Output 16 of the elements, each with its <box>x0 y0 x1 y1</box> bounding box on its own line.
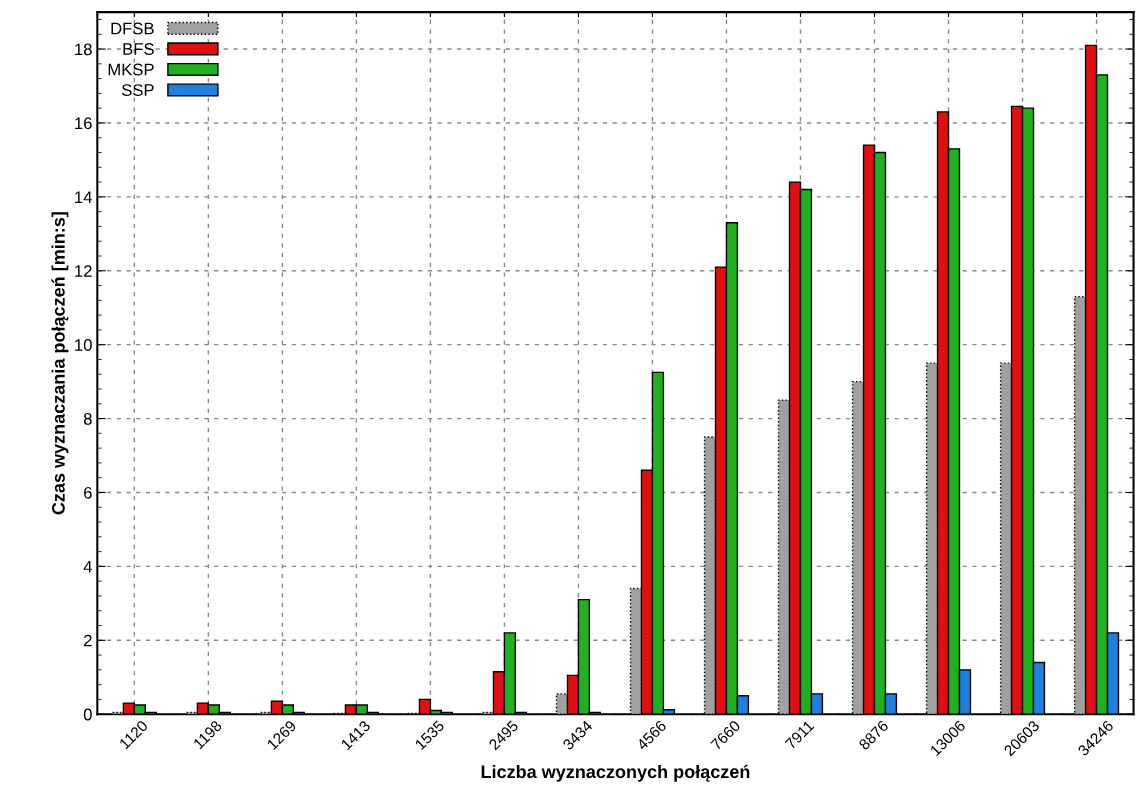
y-tick-label: 6 <box>84 486 92 499</box>
x-axis-title: Liczba wyznaczonych połączeń <box>481 764 750 782</box>
y-tick-label: 4 <box>83 560 92 573</box>
legend-label: BFS <box>123 43 154 55</box>
legend-label: DFSB <box>111 22 154 35</box>
y-tick-label: 16 <box>75 117 92 130</box>
y-tick-label: 2 <box>84 634 92 647</box>
y-axis-title: Czas wyznaczania połączeń [min:s] <box>51 212 69 515</box>
y-tick-label: 0 <box>83 708 92 721</box>
y-tick-label: 14 <box>75 191 92 203</box>
legend-label: SSP <box>121 84 154 96</box>
y-tick-label: 18 <box>75 43 92 56</box>
y-tick-label: 12 <box>75 265 92 277</box>
y-tick-label: 8 <box>83 412 92 425</box>
legend-label: MKSP <box>108 63 154 76</box>
y-tick-label: 10 <box>75 339 92 351</box>
